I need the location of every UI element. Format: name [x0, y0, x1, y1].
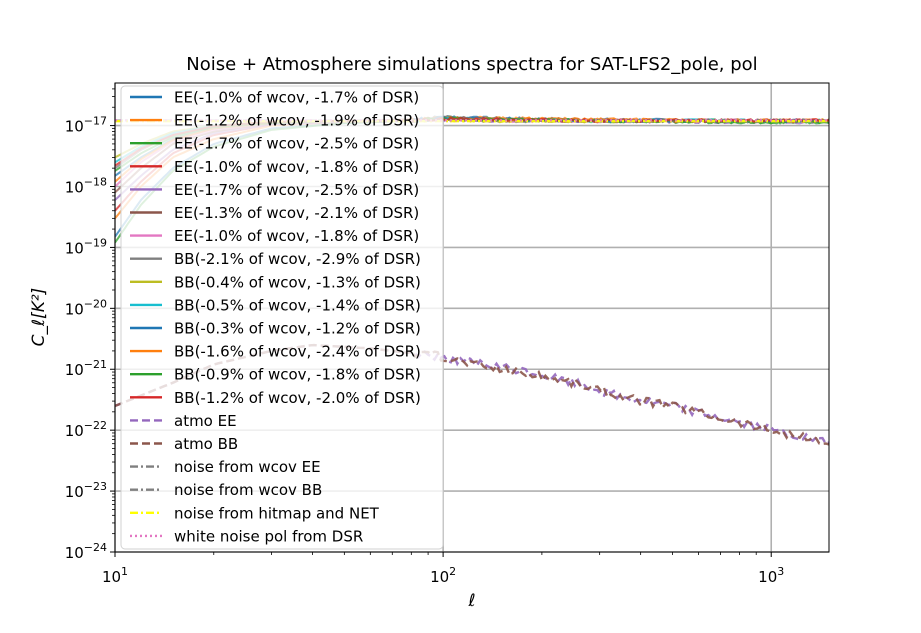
legend-label-11: BB(-1.6% of wcov, -2.4% of DSR)	[174, 343, 421, 361]
y-axis-label: C_ℓ[K²]	[29, 288, 49, 347]
legend-label-6: EE(-1.0% of wcov, -1.8% of DSR)	[174, 227, 419, 245]
legend: EE(-1.0% of wcov, -1.7% of DSR) EE(-1.2% …	[120, 85, 444, 550]
y-tick-label-0: 10−24	[65, 541, 107, 562]
legend-label-3: EE(-1.0% of wcov, -1.8% of DSR)	[174, 158, 419, 176]
x-axis-label: ℓ	[467, 591, 475, 611]
legend-label-7: BB(-2.1% of wcov, -2.9% of DSR)	[174, 250, 421, 268]
legend-label-15: atmo BB	[174, 435, 238, 453]
y-tick-label-2: 10−22	[65, 419, 107, 440]
legend-label-10: BB(-0.3% of wcov, -1.2% of DSR)	[174, 320, 421, 338]
legend-label-19: white noise pol from DSR	[174, 527, 363, 545]
y-tick-label-4: 10−20	[65, 297, 107, 318]
legend-label-5: EE(-1.3% of wcov, -2.1% of DSR)	[174, 204, 419, 222]
chart-title: Noise + Atmosphere simulations spectra f…	[186, 54, 757, 75]
y-axis-label-group: C_ℓ[K²]	[29, 288, 49, 347]
legend-label-2: EE(-1.7% of wcov, -2.5% of DSR)	[174, 135, 419, 153]
legend-label-0: EE(-1.0% of wcov, -1.7% of DSR)	[174, 89, 419, 107]
legend-label-16: noise from wcov EE	[174, 458, 321, 476]
x-tick-label-2: 103	[758, 565, 784, 586]
y-tick-label-3: 10−21	[65, 358, 107, 379]
legend-label-4: EE(-1.7% of wcov, -2.5% of DSR)	[174, 181, 419, 199]
legend-box	[120, 85, 444, 550]
legend-label-13: BB(-1.2% of wcov, -2.0% of DSR)	[174, 389, 421, 407]
y-tick-label-7: 10−17	[65, 115, 107, 136]
y-tick-label-6: 10−18	[65, 175, 107, 196]
legend-label-14: atmo EE	[174, 412, 237, 430]
legend-label-12: BB(-0.9% of wcov, -1.8% of DSR)	[174, 366, 421, 384]
legend-label-8: BB(-0.4% of wcov, -1.3% of DSR)	[174, 273, 421, 291]
x-tick-label-1: 102	[430, 565, 456, 586]
legend-label-9: BB(-0.5% of wcov, -1.4% of DSR)	[174, 296, 421, 314]
legend-label-18: noise from hitmap and NET	[174, 504, 380, 522]
x-tick-label-0: 101	[102, 565, 128, 586]
legend-label-1: EE(-1.2% of wcov, -1.9% of DSR)	[174, 112, 419, 130]
legend-label-17: noise from wcov BB	[174, 481, 322, 499]
y-tick-label-1: 10−23	[65, 480, 107, 501]
y-tick-label-5: 10−19	[65, 236, 107, 257]
axes: 101 102 103 10−24 10−23 10−22 10−21 10−20 10−19 1…	[65, 88, 784, 586]
